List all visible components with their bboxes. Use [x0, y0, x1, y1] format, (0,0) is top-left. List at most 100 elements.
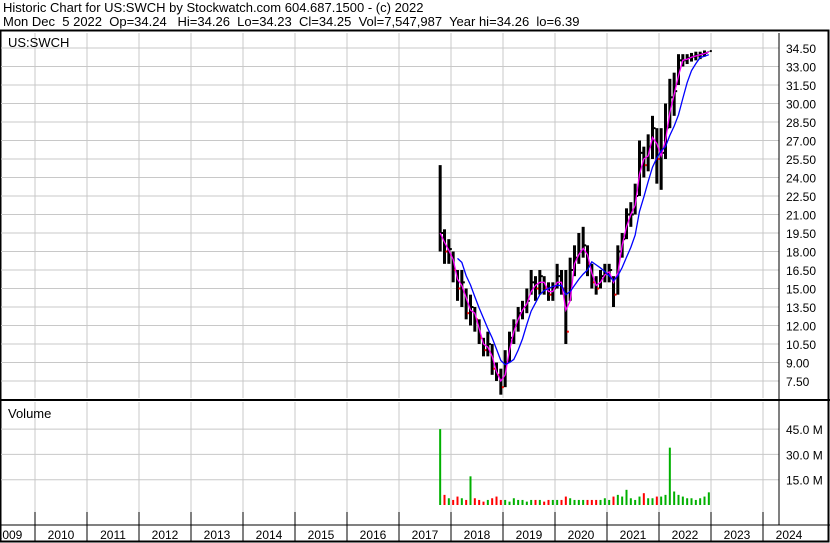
volume-bar [469, 476, 472, 505]
volume-bar [668, 447, 671, 505]
x-tick-label: 2016 [360, 528, 387, 542]
volume-bar [603, 498, 606, 505]
y-tick-label: 25.50 [786, 153, 816, 167]
volume-bar [534, 499, 537, 505]
x-tick-label: 2019 [516, 528, 543, 542]
x-tick-label: 2021 [620, 528, 647, 542]
y-tick-label: 28.50 [786, 116, 816, 130]
x-tick-label: 2010 [48, 528, 75, 542]
y-tick-label: 22.50 [786, 190, 816, 204]
volume-bar [655, 496, 658, 505]
y-tick-label: 10.50 [786, 338, 816, 352]
y-tick-label: 19.50 [786, 227, 816, 241]
volume-bar [612, 496, 615, 505]
x-tick-label: 2014 [256, 528, 283, 542]
price-panel-title: US:SWCH [8, 35, 69, 50]
volume-bar [699, 498, 702, 505]
y-tick-label: 9.00 [786, 357, 810, 371]
volume-bar [703, 496, 706, 505]
y-tick-label: 45.0 M [786, 423, 823, 437]
y-tick-label: 15.0 M [786, 474, 823, 488]
volume-bar [686, 498, 689, 505]
volume-bar [694, 499, 697, 505]
volume-bar [582, 499, 585, 505]
volume-bar [504, 499, 507, 505]
x-tick-label: 2018 [464, 528, 491, 542]
y-tick-label: 12.00 [786, 320, 816, 334]
volume-bar [517, 499, 520, 505]
volume-bar [512, 498, 515, 505]
volume-bar [530, 499, 533, 505]
x-tick-label: 2015 [308, 528, 335, 542]
y-tick-label: 13.50 [786, 301, 816, 315]
volume-bar [525, 501, 528, 505]
volume-bar [586, 499, 589, 505]
volume-bar [638, 496, 641, 505]
volume-bar [547, 499, 550, 505]
y-tick-label: 30.00 [786, 98, 816, 112]
volume-bar [569, 498, 572, 505]
volume-bar [595, 499, 598, 505]
y-tick-label: 21.00 [786, 209, 816, 223]
volume-bar [681, 496, 684, 505]
y-tick-label: 18.00 [786, 246, 816, 260]
volume-bar [590, 499, 593, 505]
volume-bar [478, 499, 481, 505]
volume-bar [573, 499, 576, 505]
x-tick-label: 2020 [568, 528, 595, 542]
volume-bar [564, 496, 567, 505]
x-tick-label: 2009 [0, 528, 23, 542]
volume-bar [629, 498, 632, 505]
y-tick-label: 34.50 [786, 42, 816, 56]
volume-bar [625, 489, 628, 505]
volume-bar [508, 501, 511, 505]
moving-average-long [457, 54, 710, 366]
volume-panel-title: Volume [8, 406, 51, 421]
volume-bar [664, 494, 667, 505]
volume-bar [486, 499, 489, 505]
volume-bar [608, 499, 611, 505]
x-tick-label: 2023 [724, 528, 751, 542]
y-tick-label: 31.50 [786, 79, 816, 93]
x-tick-label: 2017 [412, 528, 439, 542]
volume-bar [677, 494, 680, 505]
volume-bar [495, 496, 498, 505]
volume-bar [616, 494, 619, 505]
volume-bar [690, 498, 693, 505]
volume-bar [439, 429, 442, 505]
x-tick-label: 2024 [776, 528, 803, 542]
volume-bar [473, 498, 476, 505]
volume-bar [447, 498, 450, 505]
volume-bar [482, 501, 485, 505]
quote-summary: Mon Dec 5 2022 Op=34.24 Hi=34.26 Lo=34.2… [3, 14, 580, 29]
volume-bar [707, 492, 710, 505]
volume-bar [491, 498, 494, 505]
y-tick-label: 7.50 [786, 375, 810, 389]
volume-bar [577, 499, 580, 505]
x-tick-label: 2011 [100, 528, 126, 542]
volume-bar [499, 499, 502, 505]
volume-bar [673, 491, 676, 505]
volume-bar [551, 499, 554, 505]
volume-bar [660, 496, 663, 505]
y-tick-label: 15.00 [786, 283, 816, 297]
x-tick-label: 2022 [672, 528, 699, 542]
volume-bar [556, 499, 559, 505]
chart-title: Historic Chart for US:SWCH by Stockwatch… [3, 0, 424, 15]
moving-average-short [439, 51, 710, 383]
x-tick-label: 2012 [152, 528, 179, 542]
chart-frame [0, 29, 830, 543]
volume-bar [599, 499, 602, 505]
volume-bar [443, 494, 446, 505]
volume-bar [642, 493, 645, 505]
volume-bar [521, 499, 524, 505]
y-tick-label: 27.00 [786, 135, 816, 149]
volume-bar [460, 498, 463, 505]
volume-bar [452, 499, 455, 505]
volume-bar [465, 499, 468, 505]
volume-bar [647, 498, 650, 505]
x-tick-label: 2013 [204, 528, 231, 542]
volume-bar [634, 499, 637, 505]
